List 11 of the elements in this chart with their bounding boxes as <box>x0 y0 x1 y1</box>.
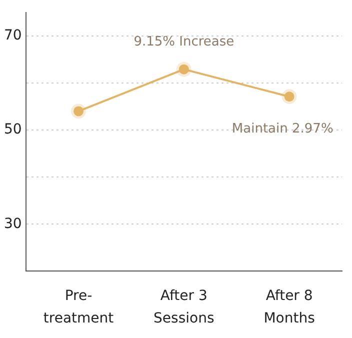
point <box>176 62 192 77</box>
x-tick-label: After 3 Sessions <box>154 288 214 326</box>
x-tick-label: After 8 Months <box>264 288 315 326</box>
point <box>282 89 297 104</box>
annotation: Maintain 2.97% <box>232 122 334 137</box>
annotation: 9.15% Increase <box>134 34 234 50</box>
y-tick-label: 50 <box>4 122 22 138</box>
point <box>71 104 86 119</box>
y-tick-label: 30 <box>4 216 22 232</box>
y-tick-label: 70 <box>4 28 22 44</box>
x-tick-label: Pre- treatment <box>43 288 114 326</box>
